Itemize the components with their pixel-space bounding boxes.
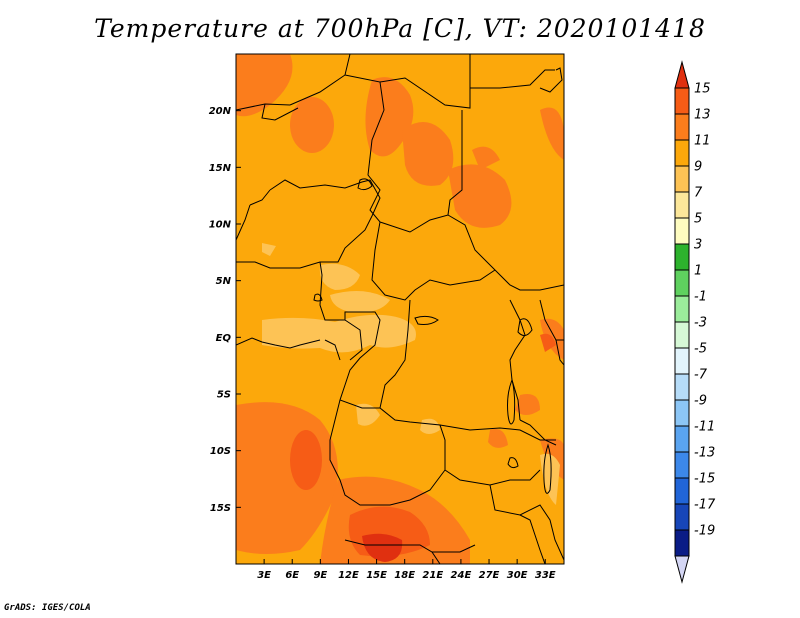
colorbar-swatch bbox=[674, 399, 690, 427]
colorbar-label: 13 bbox=[694, 108, 711, 123]
country-borders bbox=[236, 54, 564, 564]
colorbar-swatch bbox=[674, 139, 690, 167]
colorbar-swatch bbox=[674, 191, 690, 219]
colorbar-label: -17 bbox=[694, 498, 716, 513]
colorbar-label: -13 bbox=[694, 446, 715, 461]
colorbar-label: -1 bbox=[694, 290, 707, 305]
colorbar-label: -11 bbox=[694, 420, 715, 435]
credit-label: GrADS: IGES/COLA bbox=[4, 603, 91, 613]
colorbar-swatch bbox=[674, 477, 690, 505]
colorbar-label: -9 bbox=[694, 394, 707, 409]
colorbar-swatch bbox=[674, 529, 690, 557]
colorbar-label: 9 bbox=[694, 160, 702, 175]
colorbar-swatch bbox=[674, 503, 690, 531]
lat-tick-label: 15N bbox=[209, 163, 232, 174]
lon-tick-label: 27E bbox=[479, 570, 500, 581]
lat-tick-label: 5S bbox=[217, 390, 231, 401]
lon-tick-label: 6E bbox=[285, 570, 299, 581]
temperature-shading-7-9 bbox=[262, 243, 560, 505]
colorbar-label: 11 bbox=[694, 134, 711, 149]
colorbar-label: -3 bbox=[694, 316, 707, 331]
lat-tick-label: 15S bbox=[210, 503, 231, 514]
lon-tick-label: 33E bbox=[535, 570, 556, 581]
colorbar-label: 15 bbox=[694, 82, 711, 97]
colorbar-swatch bbox=[674, 373, 690, 401]
colorbar-label: -7 bbox=[694, 368, 708, 383]
colorbar: 15 13 11 9 7 5 3 1 -1 -3 -5 -7 -9 -11 -13 -15 -17 -19 bbox=[674, 60, 716, 584]
colorbar-swatch bbox=[674, 217, 690, 245]
colorbar-label: -15 bbox=[694, 472, 715, 487]
colorbar-bottom-arrow bbox=[674, 555, 690, 584]
lon-tick-label: 9E bbox=[313, 570, 327, 581]
colorbar-label: 5 bbox=[694, 212, 702, 227]
lon-tick-label: 15E bbox=[366, 570, 387, 581]
lon-tick-label: 12E bbox=[338, 570, 359, 581]
colorbar-label: -5 bbox=[694, 342, 707, 357]
colorbar-label: 7 bbox=[694, 186, 703, 201]
map-panel bbox=[236, 54, 564, 564]
lon-tick-label: 30E bbox=[507, 570, 528, 581]
colorbar-swatch bbox=[674, 347, 690, 375]
lon-tick-label: 3E bbox=[257, 570, 271, 581]
map-title: Temperature at 700hPa [C], VT: 202010141… bbox=[94, 14, 706, 43]
lat-tick-label: 20N bbox=[209, 106, 232, 117]
colorbar-swatch bbox=[674, 165, 690, 193]
colorbar-swatch bbox=[674, 113, 690, 141]
lon-tick-label: 18E bbox=[394, 570, 415, 581]
colorbar-top-arrow bbox=[674, 60, 690, 89]
colorbar-swatch bbox=[674, 269, 690, 297]
lat-tick-label: EQ bbox=[216, 333, 232, 344]
lat-tick-label: 10S bbox=[210, 446, 231, 457]
colorbar-swatch bbox=[674, 425, 690, 453]
lon-tick-label: 24E bbox=[451, 570, 472, 581]
latitude-axis: 20N 15N 10N 5N EQ 5S 10S 15S bbox=[209, 106, 241, 514]
lat-tick-label: 5N bbox=[216, 276, 232, 287]
lon-tick-label: 21E bbox=[422, 570, 443, 581]
colorbar-label: 3 bbox=[694, 238, 702, 253]
colorbar-label: 1 bbox=[694, 264, 702, 279]
colorbar-swatch bbox=[674, 243, 690, 271]
temperature-shading-15-plus bbox=[362, 533, 403, 562]
map-frame bbox=[235, 53, 565, 565]
lakes bbox=[313, 178, 552, 494]
lat-tick-label: 10N bbox=[209, 220, 232, 231]
colorbar-swatch bbox=[674, 295, 690, 323]
colorbar-swatch bbox=[674, 87, 690, 115]
colorbar-swatch bbox=[674, 321, 690, 349]
colorbar-swatch bbox=[674, 451, 690, 479]
colorbar-label: -19 bbox=[694, 524, 715, 539]
longitude-axis: 3E 6E 9E 12E 15E 18E 21E 24E 27E 30E 33E bbox=[257, 559, 556, 581]
